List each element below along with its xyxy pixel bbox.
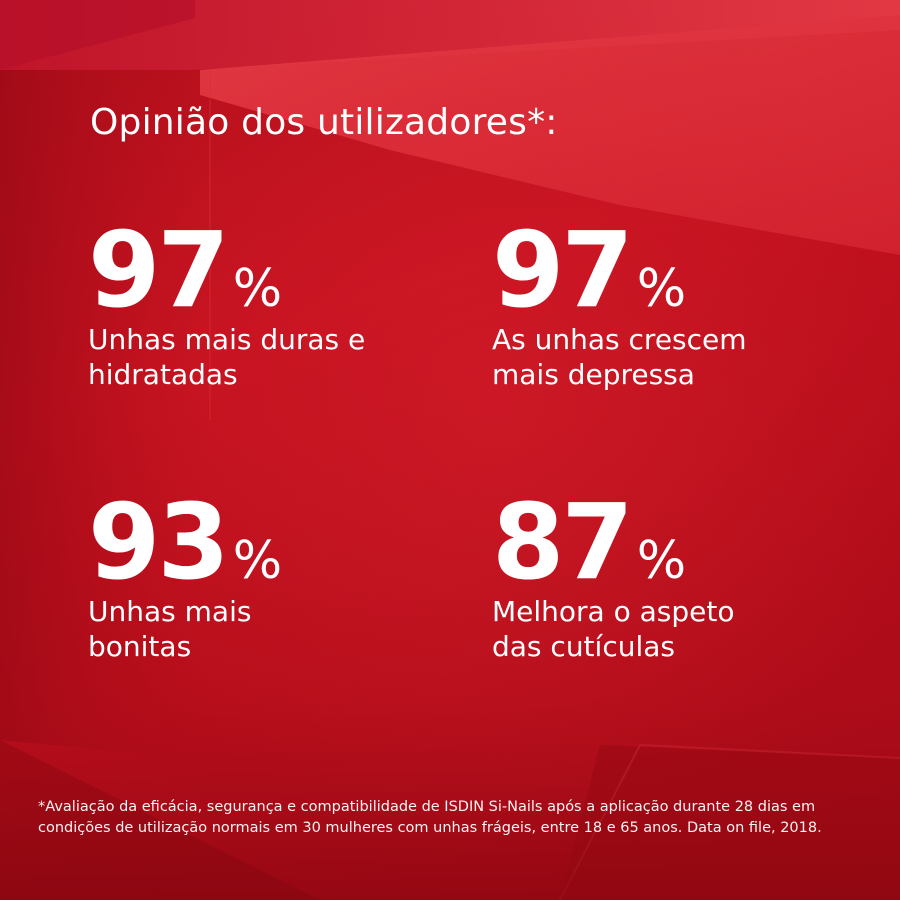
stat-description: Unhas mais bonitas xyxy=(88,595,252,663)
stat-faster-growth: 97 % As unhas crescem mais depressa xyxy=(492,209,812,392)
stat-number: 87 xyxy=(492,481,634,603)
stat-value: 87 % xyxy=(492,481,812,603)
stat-cuticles: 87 % Melhora o aspeto das cutículas xyxy=(492,481,812,664)
stat-unit: % xyxy=(232,531,283,591)
stat-prettier-nails: 93 % Unhas mais bonitas xyxy=(88,481,408,664)
stat-value: 97 % xyxy=(88,209,408,331)
stat-value: 97 % xyxy=(492,209,812,331)
stat-unit: % xyxy=(636,531,687,591)
stat-value: 93 % xyxy=(88,481,408,603)
headline: Opinião dos utilizadores*: xyxy=(90,102,558,143)
stat-description: Unhas mais duras e hidratadas xyxy=(88,323,366,391)
stat-description: As unhas crescem mais depressa xyxy=(492,323,747,391)
stat-number: 97 xyxy=(88,209,230,331)
stat-unit: % xyxy=(636,259,687,319)
stat-unit: % xyxy=(232,259,283,319)
stat-description: Melhora o aspeto das cutículas xyxy=(492,595,735,663)
stat-number: 93 xyxy=(88,481,230,603)
stat-harder-nails: 97 % Unhas mais duras e hidratadas xyxy=(88,209,408,392)
stat-number: 97 xyxy=(492,209,634,331)
footnote: *Avaliação da eficácia, segurança e comp… xyxy=(38,799,822,836)
